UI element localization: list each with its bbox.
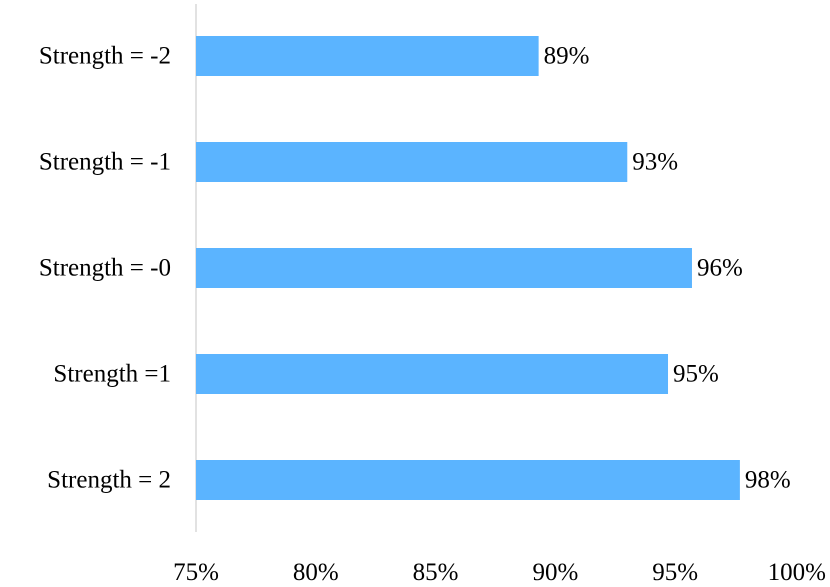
category-label: Strength = -1 bbox=[39, 149, 171, 176]
category-label: Strength = -0 bbox=[39, 255, 171, 282]
data-label: 95% bbox=[673, 361, 719, 388]
category-label: Strength = 2 bbox=[47, 467, 171, 494]
x-tick-labels: 75% 80% 85% 90% 95% 100% bbox=[173, 559, 826, 586]
bar bbox=[196, 248, 692, 288]
category-labels: Strength = -2 Strength = -1 Strength = -0 S… bbox=[39, 43, 171, 494]
x-tick-label: 80% bbox=[293, 559, 339, 582]
x-tick-label: 95% bbox=[652, 559, 698, 582]
category-label: Strength = -2 bbox=[39, 43, 171, 70]
bar bbox=[196, 142, 628, 182]
data-label: 93% bbox=[632, 149, 678, 176]
bar bbox=[196, 460, 740, 500]
category-label: Strength =1 bbox=[53, 361, 171, 388]
bars-group bbox=[196, 36, 740, 500]
bar bbox=[196, 354, 669, 394]
x-tick-label: 90% bbox=[532, 559, 578, 582]
x-tick-label: 100% bbox=[768, 559, 826, 582]
data-label: 96% bbox=[697, 255, 743, 282]
data-label: 89% bbox=[544, 43, 590, 70]
x-tick-label: 75% bbox=[173, 559, 219, 582]
x-tick-label: 85% bbox=[413, 559, 459, 582]
bar bbox=[196, 36, 539, 76]
data-label: 98% bbox=[745, 467, 791, 494]
value-labels: 89% 93% 96% 95% 98% bbox=[544, 43, 791, 494]
